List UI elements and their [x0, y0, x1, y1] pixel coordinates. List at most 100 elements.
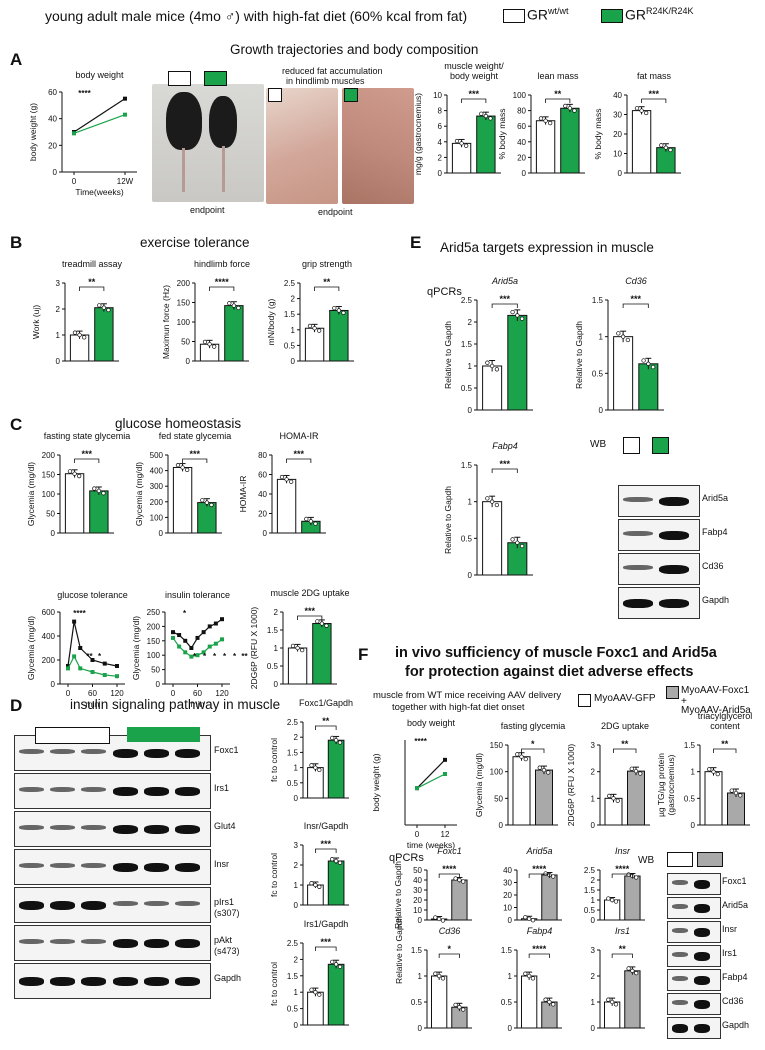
y-axis-label: % body mass	[593, 108, 603, 159]
y-tick-label: 50	[151, 666, 160, 675]
y-tick-label: 2.5	[287, 718, 299, 727]
y-tick-label: 0.5	[592, 369, 604, 378]
data-point	[647, 362, 651, 366]
data-point	[183, 650, 187, 654]
data-point	[78, 333, 82, 337]
data-point	[612, 797, 616, 801]
y-axis-label: Glycemia (mg/dl)	[131, 616, 141, 680]
y-tick-label: 3	[56, 279, 61, 288]
x-tick-label: 12	[441, 830, 450, 839]
data-point	[734, 791, 738, 795]
bar	[305, 328, 323, 361]
data-point	[300, 648, 304, 652]
y-tick-label: 2	[294, 861, 299, 870]
data-point	[664, 146, 668, 150]
data-point	[716, 772, 720, 776]
bar	[452, 880, 467, 920]
y-axis-label: Glycemia (mg/dl)	[474, 753, 484, 817]
data-point	[437, 974, 441, 978]
data-point	[342, 311, 346, 315]
y-tick-label: 500	[150, 451, 164, 460]
data-point	[454, 877, 458, 881]
y-tick-label: 0.5	[287, 1005, 299, 1014]
y-axis-label: 2DG6P (RFU X 1000)	[566, 744, 576, 827]
data-point	[640, 109, 644, 113]
y-tick-label: 1	[468, 362, 473, 371]
chart-title: muscle 2DG uptake	[270, 588, 349, 598]
data-point	[91, 670, 95, 674]
data-point	[461, 1008, 465, 1012]
y-tick-label: 0	[508, 1024, 513, 1033]
data-point	[177, 633, 181, 637]
data-point	[210, 503, 214, 507]
y-tick-label: 50	[46, 510, 55, 519]
y-tick-label: 0.5	[267, 662, 279, 671]
y-tick-label: 0.5	[584, 906, 596, 915]
significance-bracket	[492, 469, 517, 473]
data-point	[610, 898, 614, 902]
data-point	[607, 794, 611, 798]
data-point	[227, 301, 231, 305]
y-axis-label: Glycemia (mg/dl)	[134, 462, 144, 526]
significance-label: ****	[615, 864, 630, 874]
y-tick-label: 80	[258, 451, 267, 460]
data-point	[318, 768, 322, 772]
data-point	[338, 965, 342, 969]
x-tick-label: 0	[72, 177, 77, 186]
y-tick-label: 1.5	[267, 626, 279, 635]
data-point	[486, 361, 490, 365]
y-tick-label: 0	[468, 571, 473, 580]
y-tick-label: 3	[294, 841, 299, 850]
y-tick-label: 6	[438, 122, 443, 131]
data-point	[659, 144, 663, 148]
y-axis-label: Relative to Gapdh	[443, 486, 453, 554]
chart-title: hindlimb force	[194, 259, 250, 269]
y-tick-label: 0	[438, 169, 443, 178]
data-point	[320, 622, 324, 626]
data-point	[205, 501, 209, 505]
data-point	[484, 114, 488, 118]
bar	[728, 793, 745, 825]
y-tick-label: 1	[56, 331, 61, 340]
y-tick-label: 2	[294, 733, 299, 742]
bar	[513, 757, 530, 825]
y-tick-label: 1.5	[684, 741, 696, 750]
y-tick-label: 8	[438, 107, 443, 116]
data-point	[443, 758, 447, 762]
x-axis-label: Time(weeks)	[75, 187, 123, 197]
y-tick-label: 1.5	[411, 946, 423, 955]
data-point	[214, 622, 218, 626]
data-point	[310, 988, 314, 992]
data-point	[196, 636, 200, 640]
data-point	[616, 799, 620, 803]
bar	[536, 770, 553, 825]
y-tick-label: 600	[42, 608, 56, 617]
y-tick-label: 1	[294, 764, 299, 773]
data-point	[78, 666, 82, 670]
data-point	[97, 489, 101, 493]
bar	[288, 648, 306, 684]
data-point	[495, 368, 499, 372]
y-axis-label: HOMA-IR	[238, 476, 248, 513]
y-axis-label: mg/g (gastrocnemius)	[413, 93, 423, 175]
y-tick-label: 0	[53, 168, 58, 177]
significance-bracket	[714, 749, 737, 753]
data-point	[177, 645, 181, 649]
data-point	[455, 139, 459, 143]
y-tick-label: 20	[48, 141, 57, 150]
data-point	[220, 617, 224, 621]
significance-bracket	[492, 304, 517, 308]
data-point	[82, 336, 86, 340]
data-point	[202, 630, 206, 634]
data-point	[573, 109, 577, 113]
data-point	[176, 463, 180, 467]
y-tick-label: 150	[490, 741, 504, 750]
data-point	[614, 900, 618, 904]
data-point	[183, 639, 187, 643]
y-tick-label: 2	[438, 153, 443, 162]
data-point	[338, 861, 342, 865]
chart-title: insulin tolerance	[165, 590, 230, 600]
significance-bracket	[614, 749, 637, 753]
y-tick-label: 80	[517, 107, 526, 116]
y-tick-label: 0	[499, 821, 504, 830]
